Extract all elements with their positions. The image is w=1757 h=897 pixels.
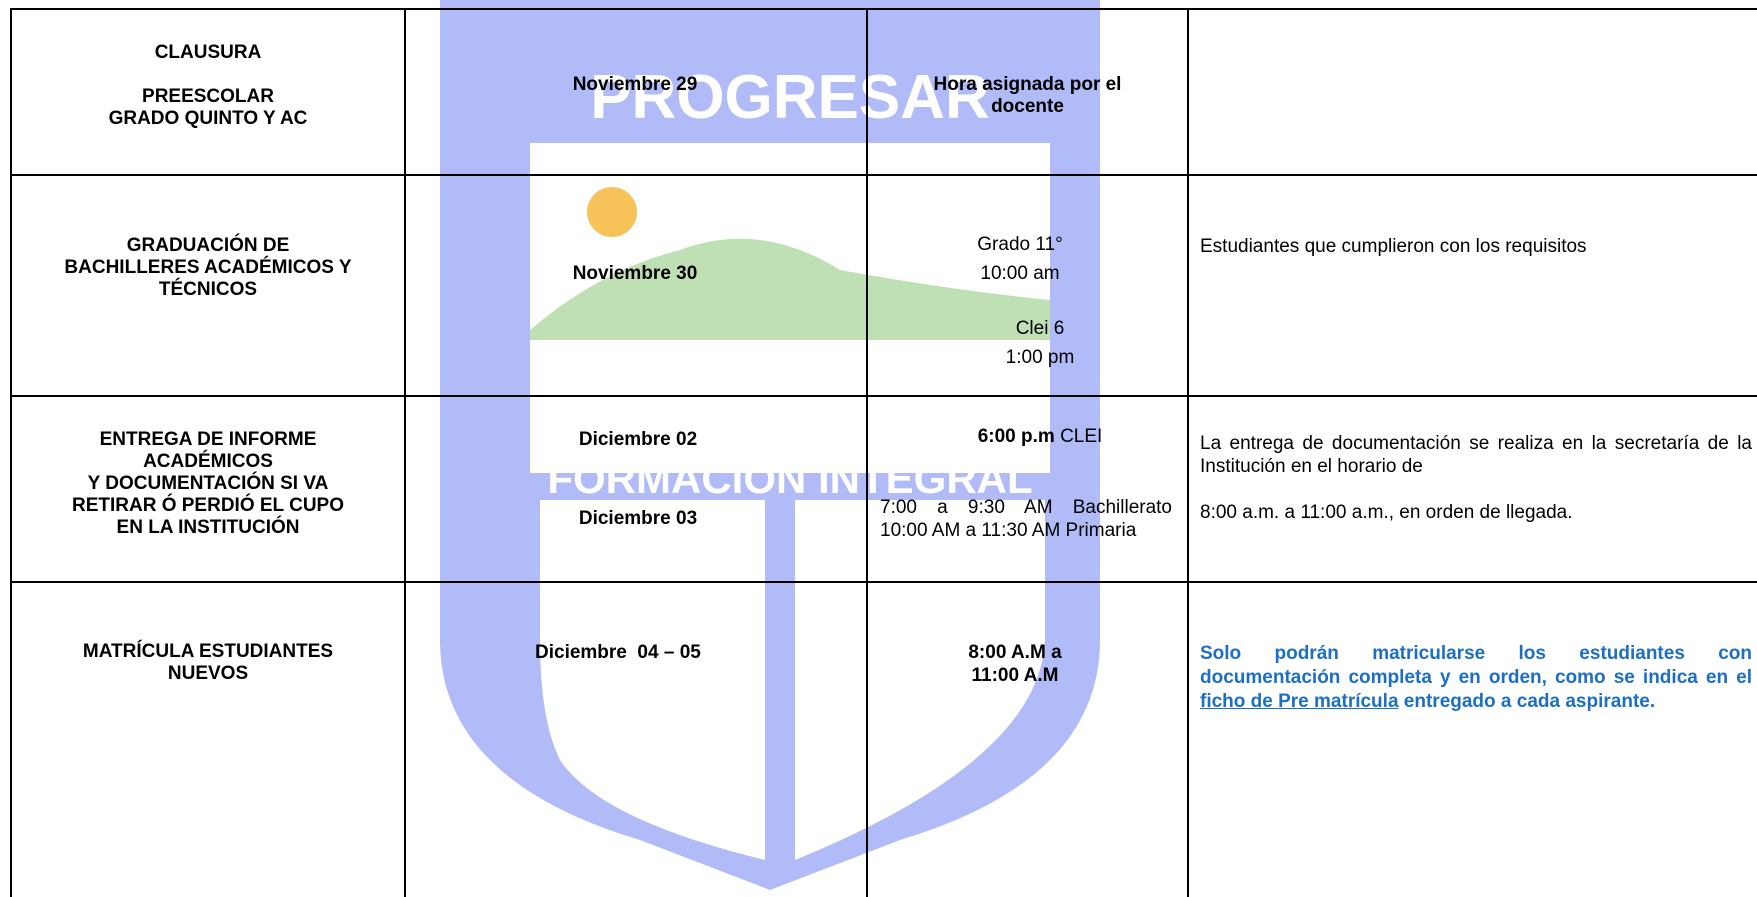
date: Diciembre 02 (578, 429, 698, 450)
watermark-top: PROGRESAR (590, 63, 990, 132)
text: GRADO QUINTO Y AC (108, 108, 308, 129)
text: PREESCOLAR (142, 86, 274, 107)
border (404, 8, 406, 897)
border (10, 581, 1757, 583)
text: CLEI (1060, 426, 1103, 447)
border (10, 8, 1757, 10)
date: Diciembre 03 (578, 508, 698, 529)
text: ACADÉMICOS (143, 451, 273, 472)
note: La entrega de documentación se realiza e… (1200, 433, 1752, 477)
date: Noviembre 30 (572, 263, 698, 284)
note: Estudiantes que cumplieron con los requi… (1200, 236, 1587, 257)
time: 7:00 a 9:30 AM Bachillerato (880, 497, 1172, 518)
text: Y DOCUMENTACIÓN SI VA (87, 473, 329, 494)
border (866, 8, 868, 897)
border (10, 8, 12, 897)
text: NUEVOS (167, 663, 249, 684)
event-cell: CLAUSURA PREESCOLAR GRADO QUINTO Y AC (12, 42, 404, 130)
time: 10:00 am (980, 263, 1060, 284)
time: Grado 11° (977, 234, 1063, 255)
date: Diciembre 04 – 05 (535, 642, 701, 663)
border (10, 395, 1757, 397)
link-text: ficho de Pre matrícula (1200, 691, 1399, 712)
time: 8:00 A.M a (968, 642, 1062, 663)
text: EN LA INSTITUCIÓN (116, 517, 300, 538)
time: Clei 6 (1015, 318, 1065, 339)
event-cell: ENTREGA DE INFORME ACADÉMICOS Y DOCUMENT… (12, 429, 404, 539)
text: MATRÍCULA ESTUDIANTES (82, 641, 334, 662)
border (10, 174, 1757, 176)
border (1187, 8, 1189, 897)
text: 6:00 p.m (977, 426, 1055, 447)
note: 8:00 a.m. a 11:00 a.m., en orden de lleg… (1200, 502, 1573, 523)
text: Solo podrán matricularse los estudiantes… (1200, 643, 1752, 688)
date: Noviembre 29 (572, 74, 698, 95)
text: TÉCNICOS (158, 279, 258, 300)
text: CLAUSURA (154, 42, 262, 63)
note: Solo podrán matricularse los estudiantes… (1200, 642, 1752, 714)
text: ENTREGA DE INFORME (99, 429, 317, 450)
watermark-bottom: FORMACIÓN INTEGRAL (547, 454, 1032, 502)
text: entregado a cada aspirante. (1403, 691, 1656, 712)
time: 1:00 pm (1005, 347, 1075, 368)
text: GRADUACIÓN DE (126, 235, 290, 256)
event-cell: GRADUACIÓN DE BACHILLERES ACADÉMICOS Y T… (12, 235, 404, 301)
event-cell: MATRÍCULA ESTUDIANTES NUEVOS (12, 641, 404, 685)
time: 10:00 AM a 11:30 AM Primaria (880, 520, 1137, 541)
time: Hora asignada por el docente (933, 74, 1122, 117)
time: 11:00 A.M (971, 665, 1059, 686)
time: 6:00 p.m CLEI (900, 426, 1180, 448)
text: BACHILLERES ACADÉMICOS Y (64, 257, 352, 278)
text: RETIRAR Ó PERDIÓ EL CUPO (71, 495, 344, 516)
